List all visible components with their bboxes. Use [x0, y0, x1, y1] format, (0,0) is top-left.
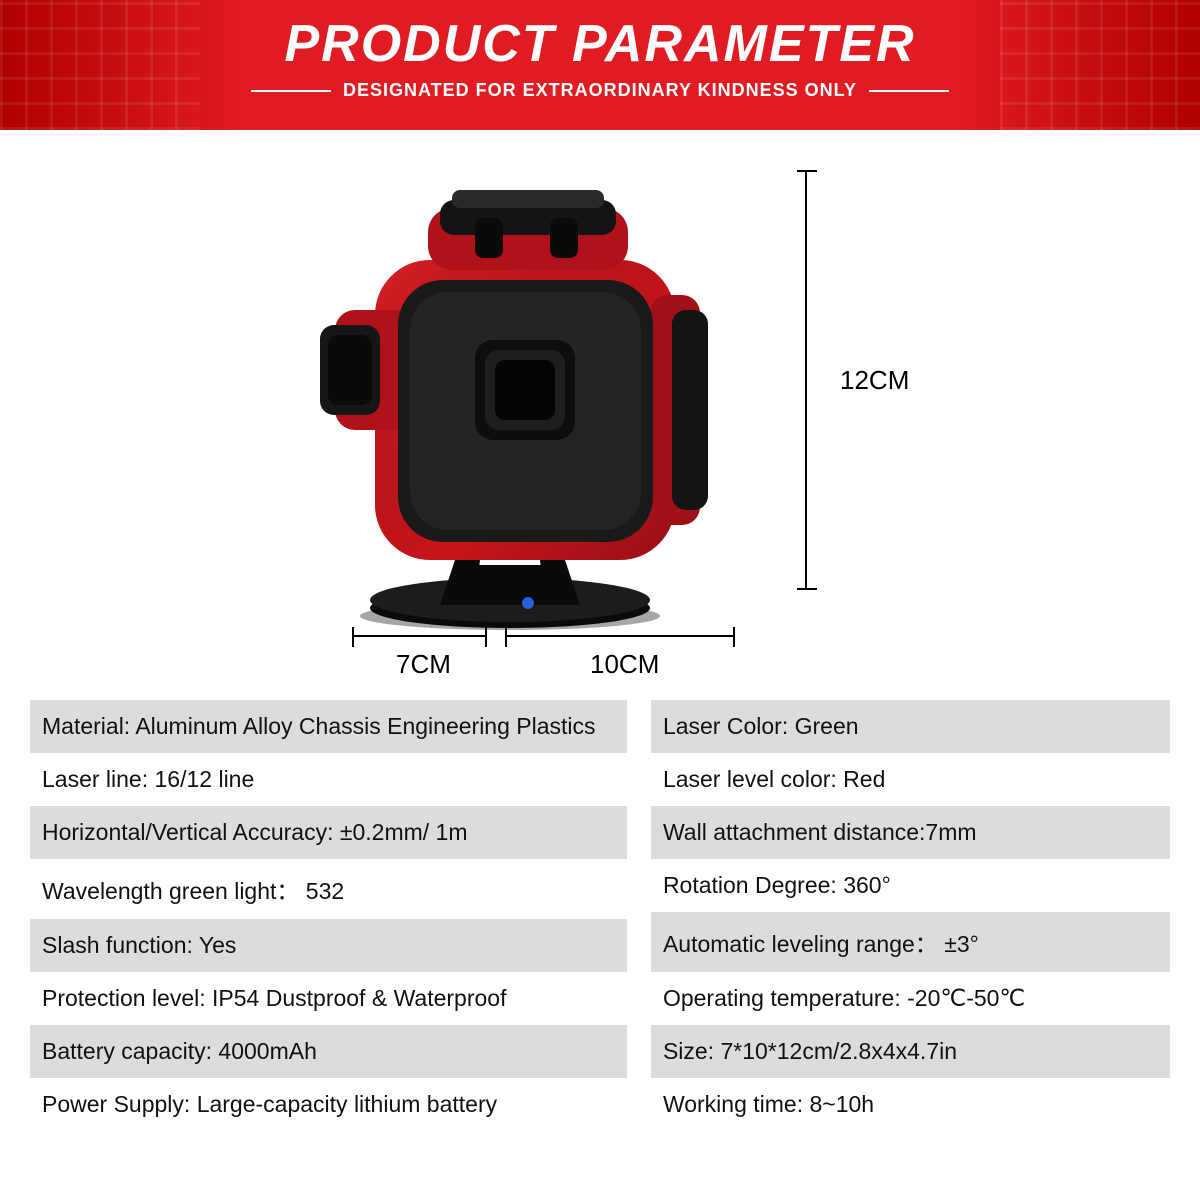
spec-table: Material: Aluminum Alloy Chassis Enginee… — [0, 690, 1200, 1131]
spec-row: Laser level color: Red — [651, 753, 1170, 806]
product-illustration — [280, 160, 740, 640]
page-title: PRODUCT PARAMETER — [0, 0, 1200, 74]
divider-left — [251, 90, 331, 92]
spec-row: Protection level: IP54 Dustproof & Water… — [30, 972, 627, 1025]
dimension-label-height: 12CM — [840, 365, 909, 396]
spec-row: Laser line: 16/12 line — [30, 753, 627, 806]
spec-row: Rotation Degree: 360° — [651, 859, 1170, 912]
spec-row: Power Supply: Large-capacity lithium bat… — [30, 1078, 627, 1131]
dimension-line-width — [505, 635, 735, 637]
dimension-line-depth — [352, 635, 487, 637]
spec-column-left: Material: Aluminum Alloy Chassis Enginee… — [30, 700, 627, 1131]
spec-row: Wall attachment distance:7mm — [651, 806, 1170, 859]
spec-row: Size: 7*10*12cm/2.8x4x4.7in — [651, 1025, 1170, 1078]
dimension-label-depth: 7CM — [396, 649, 451, 680]
dimension-line-height — [805, 170, 807, 590]
spec-row: Horizontal/Vertical Accuracy: ±0.2mm/ 1m — [30, 806, 627, 859]
spec-row: Battery capacity: 4000mAh — [30, 1025, 627, 1078]
spec-row: Wavelength green light： 532 — [30, 859, 627, 919]
spec-row: Automatic leveling range： ±3° — [651, 912, 1170, 972]
spec-column-right: Laser Color: Green Laser level color: Re… — [651, 700, 1170, 1131]
product-diagram: 12CM 10CM 7CM — [0, 130, 1200, 690]
page-subtitle: DESIGNATED FOR EXTRAORDINARY KINDNESS ON… — [343, 80, 857, 101]
subtitle-wrap: DESIGNATED FOR EXTRAORDINARY KINDNESS ON… — [0, 80, 1200, 101]
spec-row: Operating temperature: -20℃-50℃ — [651, 972, 1170, 1025]
spec-row: Working time: 8~10h — [651, 1078, 1170, 1131]
divider-right — [869, 90, 949, 92]
header-banner: PRODUCT PARAMETER DESIGNATED FOR EXTRAOR… — [0, 0, 1200, 130]
dimension-label-width: 10CM — [590, 649, 659, 680]
spec-row: Laser Color: Green — [651, 700, 1170, 753]
spec-row: Slash function: Yes — [30, 919, 627, 972]
spec-row: Material: Aluminum Alloy Chassis Enginee… — [30, 700, 627, 753]
